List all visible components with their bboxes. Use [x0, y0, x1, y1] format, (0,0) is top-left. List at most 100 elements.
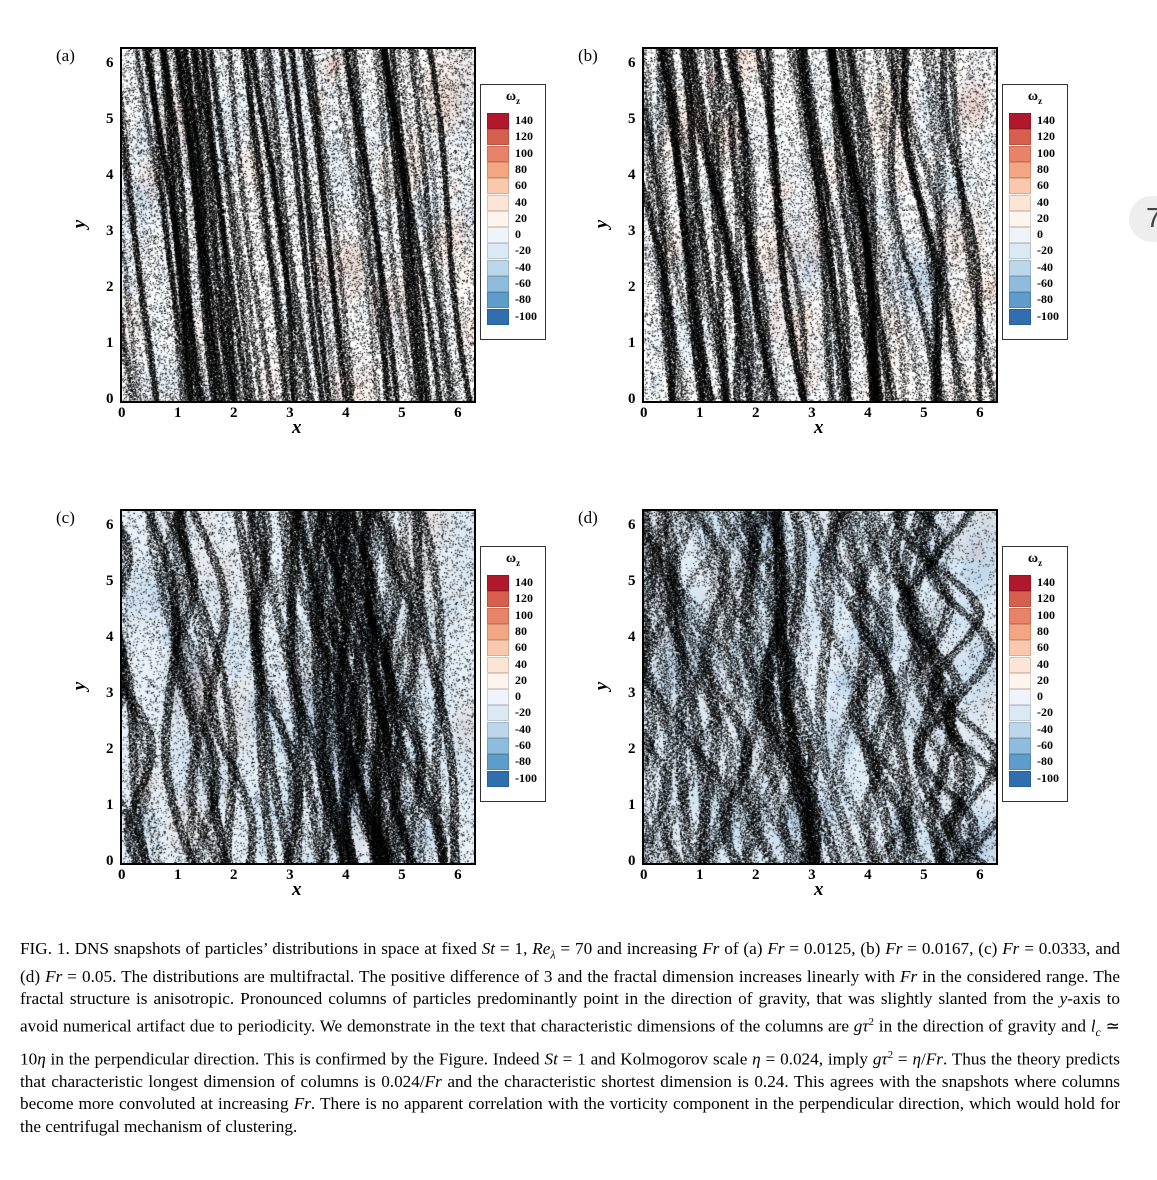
legend-level-label: 20 — [1037, 672, 1049, 687]
legend-swatch — [1009, 738, 1031, 754]
x-tick-label: 5 — [920, 867, 928, 883]
x-tick-label: 6 — [454, 405, 462, 421]
legend-level-label: -100 — [1037, 770, 1059, 785]
legend-swatch — [1009, 754, 1031, 771]
legend-level-label: -40 — [515, 259, 531, 274]
panel-tag-c: (c) — [56, 508, 75, 527]
legend-level-label: 80 — [515, 161, 527, 176]
legend-swatch — [487, 656, 509, 673]
legend-swatch — [487, 754, 509, 771]
y-tick-label: 3 — [628, 222, 636, 239]
x-tick-label: 1 — [696, 867, 704, 883]
legend-title: ωz — [1027, 551, 1043, 568]
legend-level-label: 0 — [515, 689, 521, 704]
figure-caption: FIG. 1. DNS snapshots of particles’ dist… — [20, 939, 1121, 1136]
x-axis-label: x — [292, 417, 302, 438]
legend-swatch — [487, 689, 509, 706]
x-tick-label: 1 — [174, 405, 182, 421]
legend-swatch — [487, 575, 509, 591]
legend-swatch — [1009, 689, 1031, 706]
legend-swatch — [487, 738, 509, 754]
legend-swatch — [1009, 656, 1031, 673]
legend-swatch — [1009, 770, 1031, 787]
legend-swatch — [487, 623, 509, 640]
legend-level-label: 40 — [1037, 656, 1049, 671]
y-tick-label: 5 — [106, 572, 114, 589]
legend-level-label: 140 — [515, 575, 533, 589]
plot-area-b — [642, 47, 998, 403]
legend-level-label: 140 — [1037, 575, 1055, 589]
legend-swatch — [487, 292, 509, 309]
panel-tag-b: (b) — [578, 46, 598, 65]
legend-swatch — [1009, 145, 1031, 162]
legend-level-label: 80 — [1037, 161, 1049, 176]
legend-level-label: 60 — [1037, 640, 1049, 655]
y-tick-label: 2 — [628, 740, 636, 757]
legend-level-label: 140 — [515, 113, 533, 127]
x-tick-label: 3 — [286, 867, 294, 883]
x-tick-label: 5 — [398, 867, 406, 883]
y-tick-label: 1 — [106, 334, 114, 351]
y-tick-label: 6 — [628, 54, 636, 71]
legend-level-label: 60 — [515, 640, 527, 655]
legend-swatch — [487, 705, 509, 722]
x-tick-label: 2 — [230, 867, 238, 883]
y-tick-label: 1 — [628, 334, 636, 351]
legend-swatch — [1009, 227, 1031, 244]
y-tick-label: 0 — [628, 853, 636, 869]
legend-swatch — [1009, 308, 1031, 325]
legend-level-label: -20 — [515, 243, 531, 258]
legend-level-label: 60 — [1037, 178, 1049, 193]
legend-swatch — [1009, 243, 1031, 260]
legend-swatch — [487, 640, 509, 657]
legend-swatch — [487, 591, 509, 608]
legend-level-label: 80 — [1037, 623, 1049, 638]
legend-level-label: 120 — [1037, 591, 1055, 606]
legend-swatch — [1009, 640, 1031, 657]
legend-level-label: -80 — [1037, 754, 1053, 769]
legend-title: ωz — [505, 89, 521, 106]
panel-c: (c) 0 1 2 3 4 5 6 0 1 2 3 4 5 6 x y ωz 140 120 100 80 60 40 20 0-… — [50, 502, 610, 922]
y-tick-label: 5 — [106, 110, 114, 127]
y-tick-label: 3 — [106, 684, 114, 701]
x-tick-label: 3 — [808, 405, 816, 421]
y-tick-label: 3 — [628, 684, 636, 701]
y-tick-label: 4 — [106, 166, 114, 183]
x-tick-label: 2 — [752, 405, 760, 421]
legend-swatch — [1009, 705, 1031, 722]
legend-level-label: -40 — [515, 721, 531, 736]
x-tick-label: 1 — [696, 405, 704, 421]
particle-field-d — [644, 511, 996, 863]
legend-level-label: 120 — [515, 591, 533, 606]
legend-swatch — [487, 243, 509, 260]
x-tick-label: 0 — [640, 405, 648, 421]
legend-level-label: -20 — [515, 705, 531, 720]
legend-level-label: -80 — [515, 292, 531, 307]
panel-tag-d: (d) — [578, 508, 598, 527]
x-axis-label: x — [814, 879, 824, 900]
legend-swatch — [1009, 210, 1031, 227]
y-tick-label: 6 — [106, 54, 114, 71]
legend-swatch — [487, 308, 509, 325]
legend-level-label: 40 — [515, 194, 527, 209]
y-axis-label: y — [69, 681, 91, 691]
legend-level-label: 100 — [515, 145, 533, 160]
legend-level-label: -60 — [1037, 276, 1053, 290]
legend-level-label: 60 — [515, 178, 527, 193]
y-axis-label: y — [69, 219, 91, 229]
y-tick-label: 0 — [106, 853, 114, 869]
legend-swatch — [1009, 575, 1031, 591]
y-tick-label: 6 — [628, 516, 636, 533]
y-tick-label: 3 — [106, 222, 114, 239]
y-tick-label: 2 — [106, 278, 114, 295]
colorbar-legend-a: ωz 140 120 100 80 60 40 20 0 -20 -40 -60 -80 -100 — [480, 84, 546, 340]
x-tick-label: 3 — [286, 405, 294, 421]
legend-level-label: 100 — [1037, 145, 1055, 160]
legend-level-label: -60 — [515, 276, 531, 290]
legend-swatch — [1009, 129, 1031, 146]
y-axis-label: y — [591, 219, 613, 229]
plot-area-c — [120, 509, 476, 865]
panel-a: (a) 0 1 2 3 4 5 6 0 1 2 3 4 5 6 x y ωz 140 120 100 80 60 40 20 0-… — [50, 40, 610, 460]
y-tick-label: 5 — [628, 110, 636, 127]
legend-level-label: 80 — [515, 623, 527, 638]
